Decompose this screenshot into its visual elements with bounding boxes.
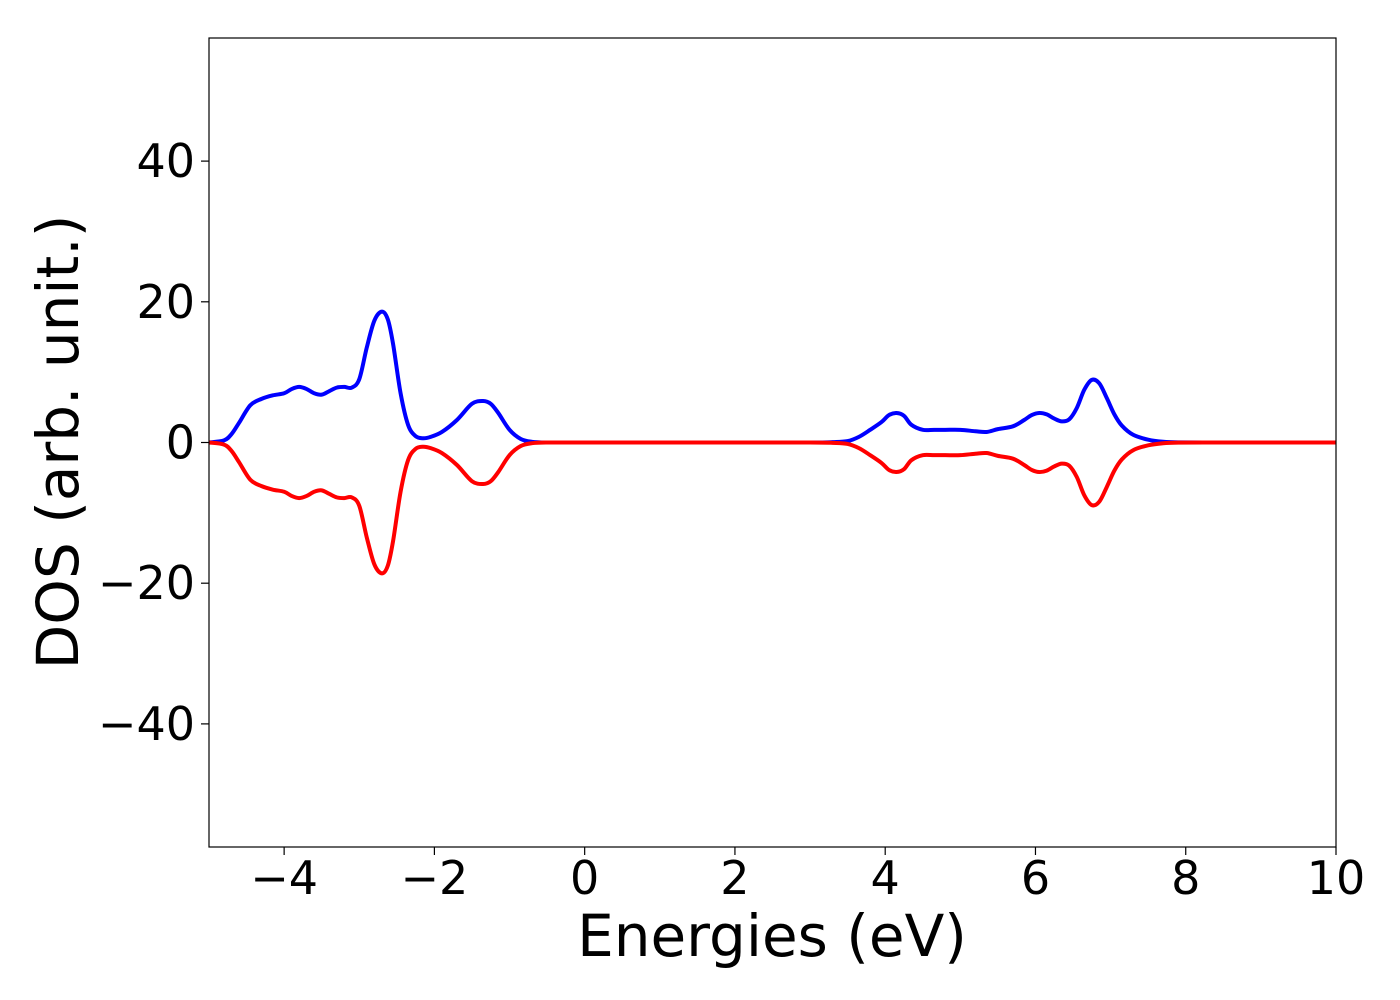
y-tick-label: 0	[166, 416, 195, 470]
x-tick-label: 8	[1171, 851, 1200, 905]
y-tick-label: 20	[136, 275, 195, 329]
y-tick-label: −40	[98, 697, 195, 751]
x-tick-label: 2	[720, 851, 749, 905]
x-tick-label: 0	[570, 851, 599, 905]
x-tick-label: −2	[400, 851, 468, 905]
x-axis-label: Energies (eV)	[577, 902, 967, 970]
series-layer	[208, 309, 1336, 576]
series-line-blue	[208, 309, 1336, 445]
x-tick-label: 6	[1021, 851, 1050, 905]
y-axis-label: DOS (arb. unit.)	[24, 215, 92, 670]
y-tick-label: 40	[136, 134, 195, 188]
x-tick-label: 10	[1307, 851, 1366, 905]
x-tick-label: 4	[871, 851, 900, 905]
y-tick-label: −20	[98, 556, 195, 610]
series-line-red	[208, 440, 1336, 576]
y-axis: 40 20 0 −20 −40	[98, 134, 209, 751]
x-axis: −4 −2 0 2 4 6 8 10	[250, 847, 1365, 905]
x-tick-label: −4	[250, 851, 318, 905]
